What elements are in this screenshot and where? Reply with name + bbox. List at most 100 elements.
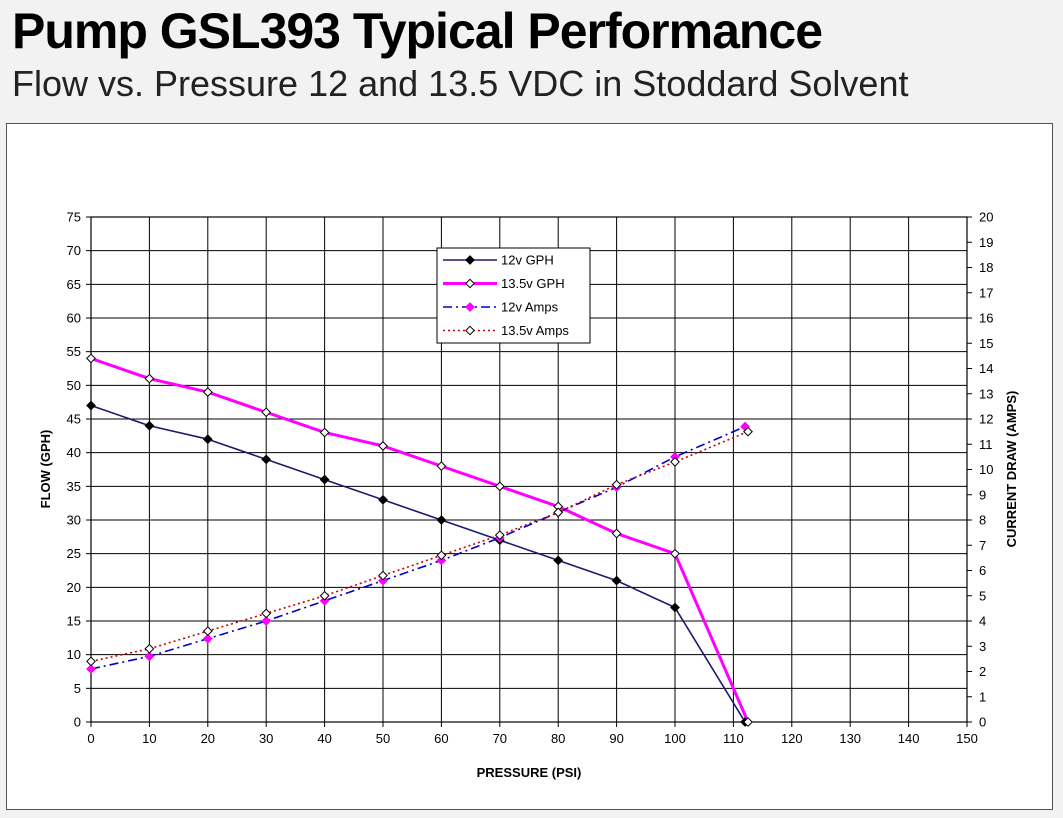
y-tick-label: 60 — [67, 311, 81, 326]
series-markers — [86, 353, 753, 727]
y2-tick-label: 16 — [979, 311, 993, 326]
x-tick-label: 20 — [201, 731, 215, 746]
y2-tick-label: 11 — [979, 437, 993, 452]
data-point — [611, 528, 622, 539]
legend-marker — [465, 278, 475, 289]
y2-tick-label: 3 — [979, 639, 986, 654]
y-tick-label: 0 — [74, 715, 81, 730]
y-tick-label: 45 — [67, 412, 81, 427]
page-subtitle: Flow vs. Pressure 12 and 13.5 VDC in Sto… — [12, 63, 909, 104]
data-point — [743, 717, 753, 727]
data-point — [494, 481, 505, 492]
data-point — [144, 373, 155, 384]
data-point — [436, 515, 447, 525]
y2-tick-label: 8 — [979, 513, 986, 528]
data-point — [261, 608, 272, 619]
y2-tick-label: 5 — [979, 588, 986, 603]
series-lines — [90, 356, 750, 723]
data-point — [378, 570, 388, 581]
y2-tick-label: 18 — [979, 260, 993, 275]
data-point — [436, 461, 447, 472]
y2-tick-label: 19 — [979, 235, 993, 250]
legend-box — [436, 247, 591, 344]
legend-marker — [465, 325, 475, 336]
data-point — [611, 479, 622, 490]
series-line-12v-gph — [90, 404, 746, 723]
chart-panel: 0 10 20 30 40 50 60 70 80 90 100 110 120 130 140 150 0 5 1… — [6, 123, 1053, 810]
data-point — [743, 426, 753, 437]
y2-tick-label: 10 — [979, 462, 993, 477]
series-line-13-5v-gph — [90, 356, 750, 723]
x-tick-label: 10 — [142, 731, 156, 746]
data-point — [553, 507, 564, 518]
y2-tick-label: 14 — [979, 361, 993, 376]
data-point — [670, 548, 680, 559]
legend-marker — [465, 302, 475, 312]
data-point — [86, 353, 96, 364]
data-point — [144, 643, 155, 654]
y-tick-label: 75 — [67, 210, 81, 225]
x-tick-label: 90 — [609, 731, 623, 746]
y-tick-label: 25 — [67, 546, 81, 561]
x-tick-label: 60 — [434, 731, 448, 746]
y2-tick-label: 4 — [979, 614, 986, 629]
data-point — [319, 595, 330, 606]
x-tick-label: 120 — [781, 731, 803, 746]
series-line-13-5v-amps — [90, 430, 749, 663]
x-tick-label: 80 — [551, 731, 565, 746]
data-point — [378, 494, 388, 505]
legend-label: 13.5v Amps — [501, 323, 569, 338]
data-point — [202, 626, 213, 637]
data-point — [144, 420, 155, 431]
y-tick-label: 70 — [67, 243, 81, 258]
y-tick-label: 30 — [67, 513, 81, 528]
legend: 12v GPH 13.5v GPH 12v Amps 13.5v Amps — [436, 247, 591, 344]
plot-frame — [90, 216, 968, 723]
y-tick-label: 40 — [67, 445, 81, 460]
data-point — [202, 387, 213, 397]
x-tick-label: 140 — [898, 731, 920, 746]
legend-marker — [465, 255, 475, 265]
data-point — [611, 575, 622, 586]
x-tick-label: 70 — [493, 731, 507, 746]
x-axis-label: PRESSURE (PSI) — [477, 765, 582, 780]
data-point — [378, 441, 388, 451]
y2-tick-label: 20 — [979, 210, 993, 225]
x-tick-label: 30 — [259, 731, 273, 746]
y-tick-label: 15 — [67, 614, 81, 629]
x-tick-label: 130 — [839, 731, 861, 746]
page-title: Pump GSL393 Typical Performance — [12, 3, 823, 59]
y2-tick-label: 1 — [979, 689, 986, 704]
legend-label: 12v GPH — [501, 253, 554, 268]
y-tick-label: 35 — [67, 479, 81, 494]
y2-tick-label: 13 — [979, 386, 993, 401]
data-point — [86, 664, 96, 674]
y2-axis-label: CURRENT DRAW (AMPS) — [1004, 391, 1019, 548]
data-point — [261, 407, 272, 418]
data-point — [670, 457, 680, 467]
y-tick-label: 55 — [67, 344, 81, 359]
series-line-12v-amps — [90, 425, 746, 670]
y-axis-label: FLOW (GPH) — [38, 430, 53, 509]
data-point — [86, 656, 96, 667]
data-point — [261, 454, 272, 465]
data-point — [202, 633, 213, 644]
data-point — [436, 550, 447, 561]
data-point — [86, 400, 96, 411]
axes: 0 10 20 30 40 50 60 70 80 90 100 110 120 130 140 150051… — [67, 210, 994, 747]
y-tick-label: 10 — [67, 647, 81, 662]
legend-label: 12v Amps — [501, 300, 559, 315]
y2-tick-label: 12 — [979, 412, 993, 427]
x-tick-label: 100 — [664, 731, 686, 746]
data-point — [553, 555, 564, 566]
data-point — [670, 602, 680, 613]
flow-pressure-chart: 0 10 20 30 40 50 60 70 80 90 100 110 120 130 140 150051… — [38, 210, 1019, 781]
data-point — [319, 427, 330, 438]
y2-tick-label: 6 — [979, 563, 986, 578]
y-tick-label: 50 — [67, 378, 81, 393]
x-tick-label: 110 — [723, 731, 744, 746]
x-tick-label: 40 — [317, 731, 331, 746]
y2-tick-label: 7 — [979, 538, 986, 553]
y2-tick-label: 9 — [979, 487, 986, 502]
data-point — [436, 555, 447, 566]
